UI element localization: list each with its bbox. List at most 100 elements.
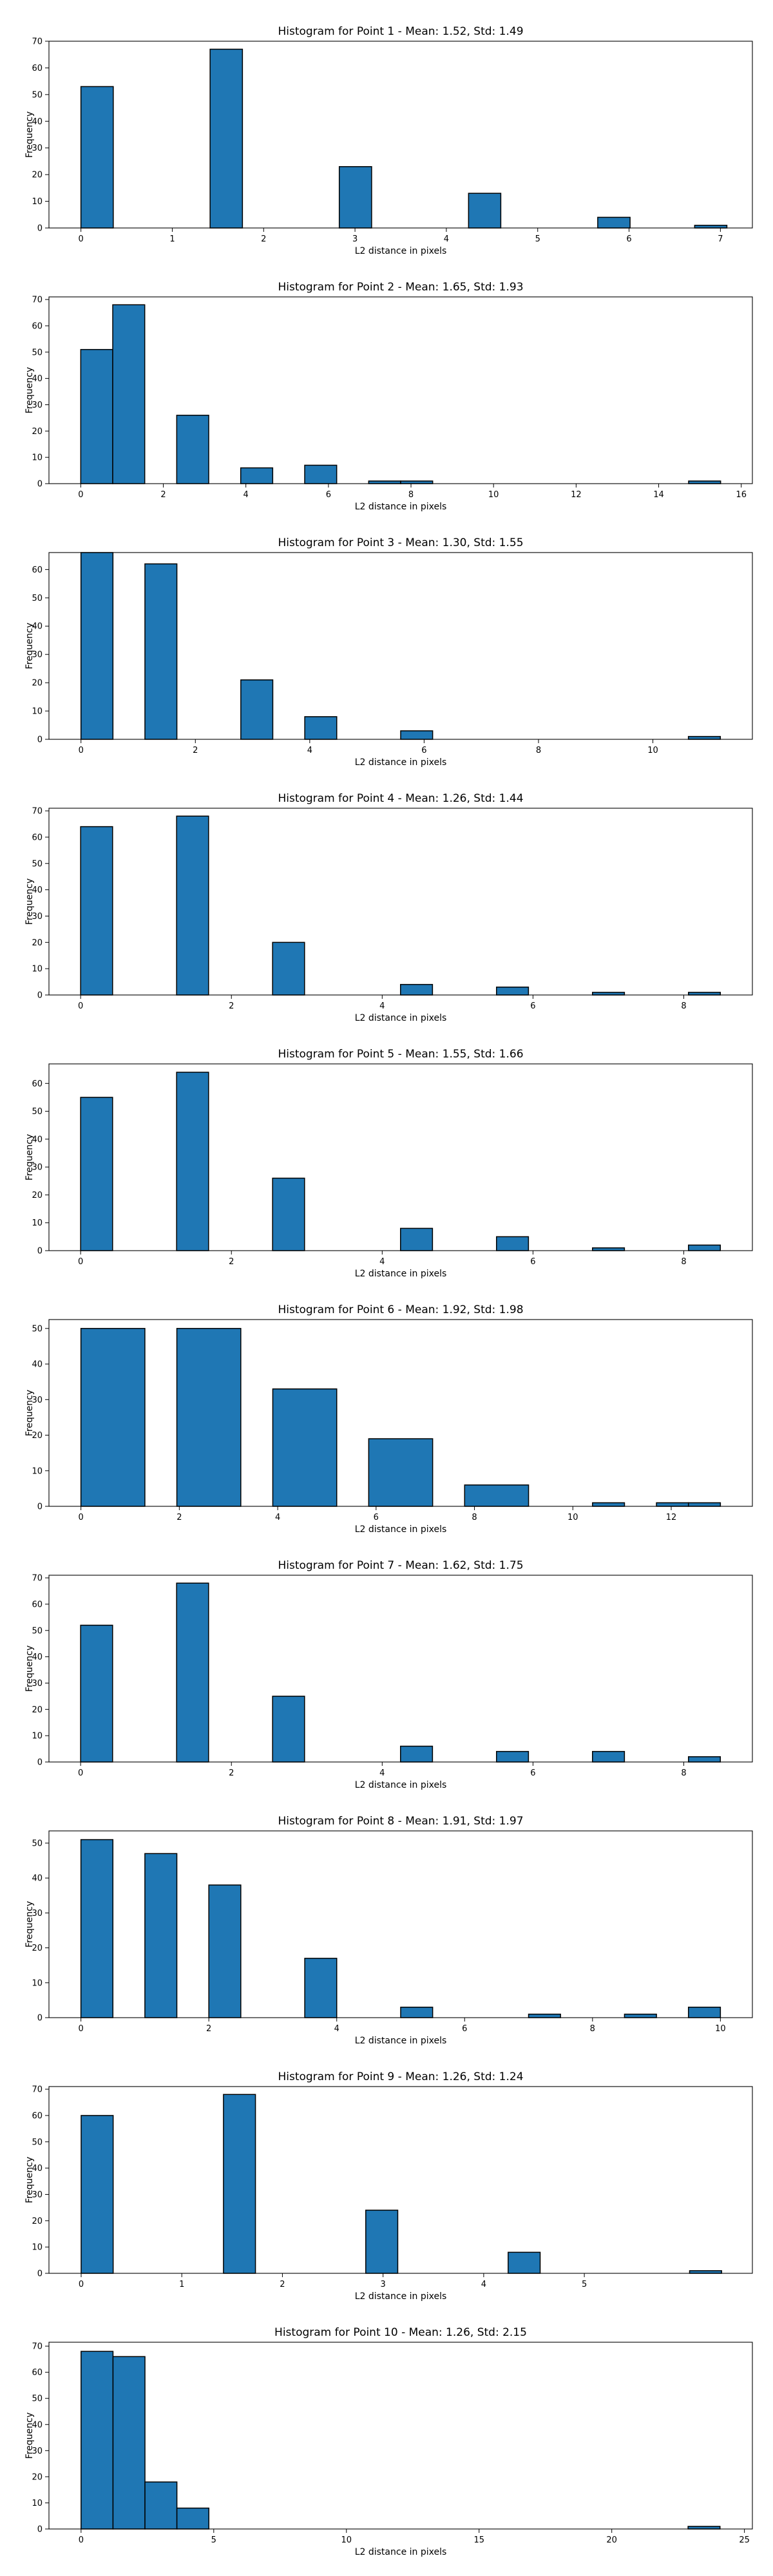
- histogram-bar: [368, 480, 401, 484]
- y-tick-label: 30: [32, 2447, 43, 2456]
- y-tick-label: 70: [32, 807, 43, 817]
- y-tick-label: 40: [32, 117, 43, 127]
- chart-title: Histogram for Point 5 - Mean: 1.55, Std:…: [278, 1048, 523, 1061]
- chart-title: Histogram for Point 8 - Mean: 1.91, Std:…: [278, 1815, 523, 1828]
- histogram-bar: [112, 2356, 146, 2530]
- histogram-bar: [656, 1502, 689, 1507]
- histogram-bar: [81, 2351, 114, 2530]
- x-tick-label: 2: [229, 1001, 234, 1011]
- x-tick-label: 2: [280, 2280, 285, 2289]
- x-tick-label: 8: [536, 746, 541, 755]
- y-tick-label: 60: [32, 2368, 43, 2378]
- y-tick-label: 70: [32, 1574, 43, 1584]
- histogram-bar: [592, 992, 625, 996]
- y-tick-label: 20: [32, 1944, 43, 1953]
- y-tick-label: 30: [32, 1396, 43, 1405]
- x-tick-label: 4: [243, 490, 249, 500]
- y-tick-label: 10: [32, 707, 43, 717]
- y-axis-label: Frequency: [24, 367, 35, 413]
- histogram-bar: [240, 679, 274, 740]
- histogram-bar: [338, 166, 372, 229]
- histogram-bar: [80, 348, 113, 484]
- y-tick-label: 60: [32, 1079, 43, 1089]
- y-tick-label: 70: [32, 37, 43, 47]
- x-tick-label: 10: [488, 490, 499, 500]
- chart-panel-6: Histogram for Point 6 - Mean: 1.92, Std:…: [24, 1303, 753, 1535]
- x-axis-label: L2 distance in pixels: [355, 1269, 447, 1279]
- histogram-bar: [80, 1624, 113, 1763]
- histogram-bar: [687, 2526, 721, 2530]
- histogram-bar: [400, 480, 434, 484]
- y-tick-label: 20: [32, 1191, 43, 1200]
- histogram-bar: [176, 1328, 242, 1507]
- axes-frame: [48, 296, 753, 484]
- y-tick-label: 20: [32, 171, 43, 180]
- histogram-bar: [496, 1236, 530, 1251]
- y-tick-label: 30: [32, 912, 43, 922]
- chart-title: Histogram for Point 7 - Mean: 1.62, Std:…: [278, 1559, 523, 1572]
- histogram-bar: [80, 826, 113, 996]
- histogram-bar: [400, 983, 434, 996]
- histogram-bar: [208, 1884, 242, 2018]
- x-tick-label: 2: [229, 1768, 234, 1778]
- x-tick-label: 4: [481, 2280, 486, 2289]
- x-tick-label: 4: [334, 2024, 339, 2034]
- y-tick-label: 10: [32, 965, 43, 974]
- histogram-bar: [496, 986, 530, 996]
- x-tick-label: 5: [535, 234, 540, 244]
- chart-panel-7: Histogram for Point 7 - Mean: 1.62, Std:…: [24, 1559, 753, 1790]
- chart-panel-9: Histogram for Point 9 - Mean: 1.26, Std:…: [24, 2070, 753, 2302]
- y-tick-label: 20: [32, 427, 43, 437]
- x-tick-label: 5: [211, 2535, 216, 2545]
- x-axis-label: L2 distance in pixels: [355, 2291, 447, 2302]
- x-tick-label: 6: [421, 746, 426, 755]
- x-tick-label: 10: [341, 2535, 352, 2545]
- histogram-bar: [688, 480, 721, 484]
- y-tick-label: 50: [32, 90, 43, 100]
- axes-frame: [48, 1575, 753, 1763]
- x-tick-label: 6: [374, 1513, 379, 1522]
- y-tick-label: 70: [32, 2085, 43, 2095]
- histogram-bar: [592, 1502, 625, 1507]
- y-tick-label: 60: [32, 565, 43, 575]
- y-tick-label: 40: [32, 2420, 43, 2430]
- x-tick-label: 4: [307, 746, 312, 755]
- x-tick-label: 6: [626, 234, 631, 244]
- y-tick-label: 10: [32, 2499, 43, 2508]
- y-tick-label: 70: [32, 2342, 43, 2352]
- y-tick-label: 20: [32, 679, 43, 688]
- x-tick-label: 6: [462, 2024, 467, 2034]
- histogram-bar: [496, 1750, 530, 1763]
- y-axis-label: Frequency: [24, 878, 35, 925]
- histogram-bar: [144, 2481, 178, 2530]
- x-tick-label: 8: [590, 2024, 595, 2034]
- x-axis-label: L2 distance in pixels: [355, 246, 447, 256]
- x-tick-label: 0: [79, 2535, 84, 2545]
- y-tick-label: 0: [37, 2525, 43, 2535]
- x-axis-label: L2 distance in pixels: [355, 1780, 447, 1790]
- x-tick-label: 8: [681, 1257, 686, 1267]
- axes-frame: [48, 552, 753, 740]
- x-tick-label: 0: [78, 490, 83, 500]
- histogram-bar: [144, 1853, 178, 2018]
- histogram-bar: [176, 1582, 209, 1763]
- x-tick-label: 8: [408, 490, 414, 500]
- histogram-bar: [304, 464, 338, 484]
- histogram-bar: [368, 1438, 434, 1507]
- x-tick-label: 4: [379, 1001, 385, 1011]
- y-tick-label: 0: [37, 1247, 43, 1256]
- y-tick-label: 10: [32, 1732, 43, 1741]
- chart-panel-10: Histogram for Point 10 - Mean: 1.26, Std…: [24, 2326, 753, 2557]
- y-tick-label: 30: [32, 2190, 43, 2200]
- x-tick-label: 6: [530, 1768, 535, 1778]
- x-tick-label: 2: [206, 2024, 211, 2034]
- x-tick-label: 14: [653, 490, 664, 500]
- histogram-bar: [223, 2094, 256, 2274]
- y-tick-label: 0: [37, 224, 43, 234]
- y-tick-label: 20: [32, 2217, 43, 2226]
- x-tick-label: 16: [736, 490, 747, 500]
- x-tick-label: 0: [78, 234, 83, 244]
- histogram-bar: [240, 467, 274, 484]
- chart-panel-5: Histogram for Point 5 - Mean: 1.55, Std:…: [24, 1048, 753, 1279]
- y-tick-label: 40: [32, 1653, 43, 1662]
